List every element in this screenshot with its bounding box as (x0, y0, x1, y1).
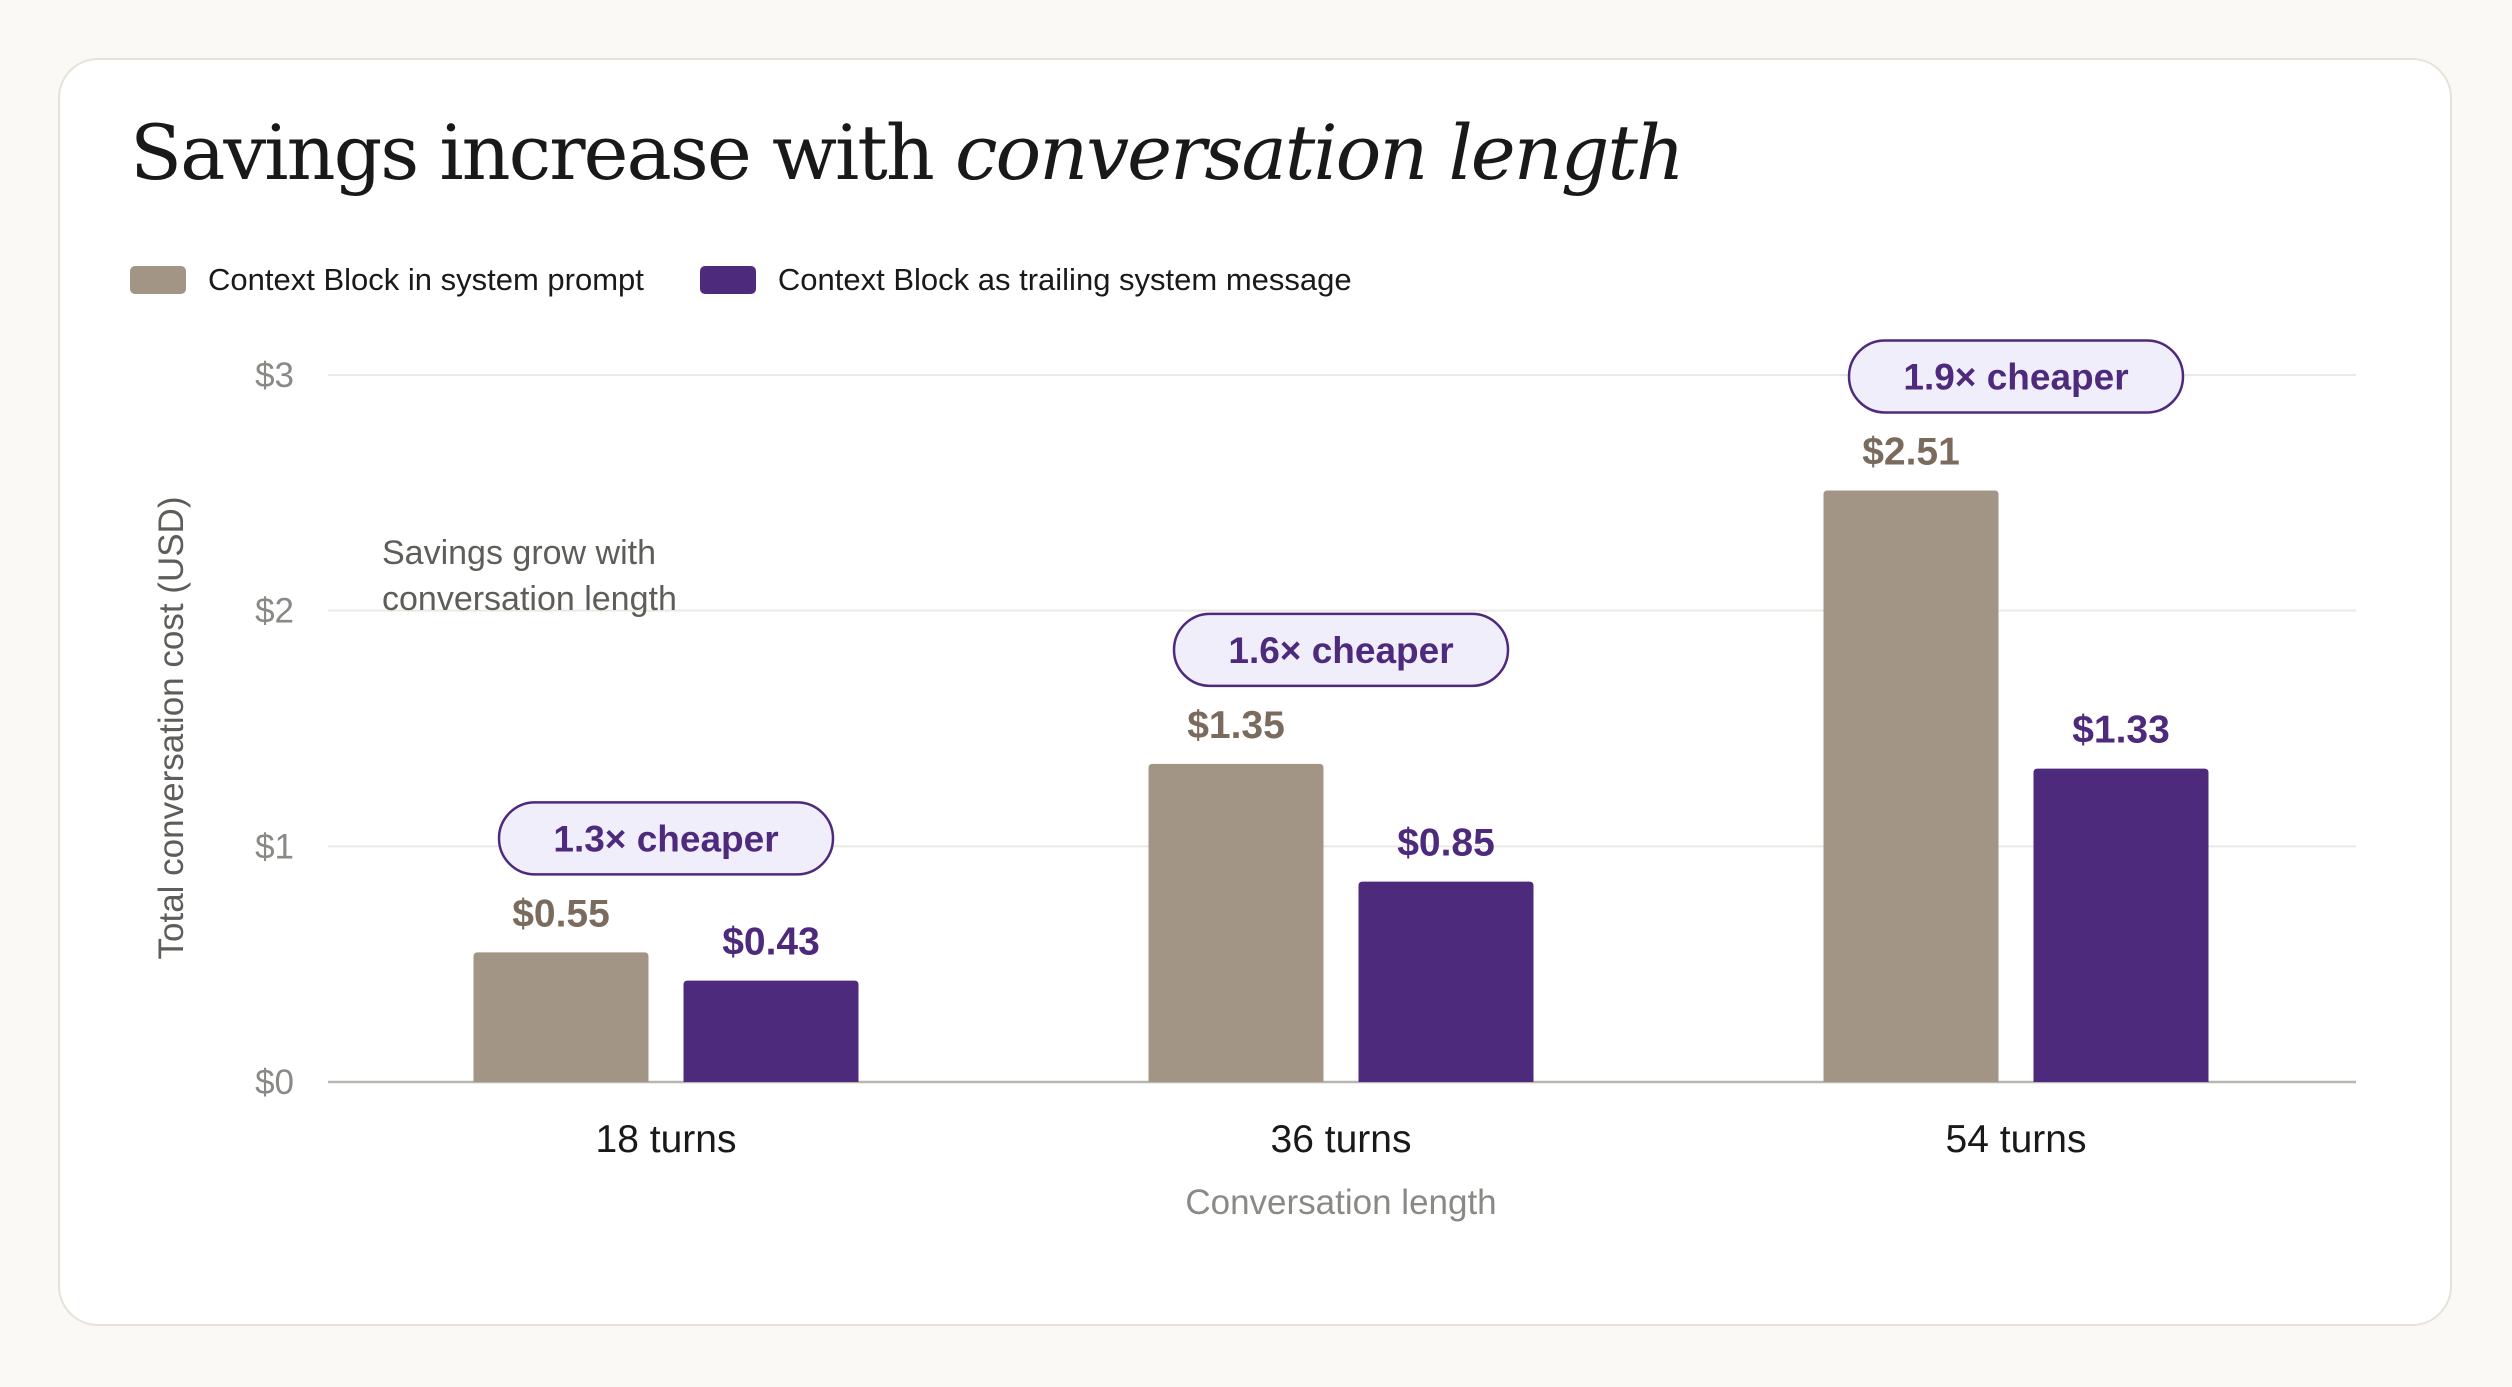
x-tick-label: 18 turns (596, 1118, 737, 1161)
y-axis-title: Total conversation cost (USD) (152, 497, 191, 960)
savings-badge (1847, 339, 2185, 414)
y-tick-label: $3 (255, 356, 294, 395)
savings-badge (1172, 612, 1510, 688)
annotation-line-1: Savings grow with (382, 534, 656, 572)
value-label-system-prompt: $1.35 (1187, 704, 1285, 747)
bar-system-prompt (1148, 763, 1324, 1082)
y-tick-label: $1 (255, 827, 294, 866)
savings-badge-label: 1.3× cheaper (553, 818, 778, 859)
savings-badge-label: 1.9× cheaper (1903, 356, 2128, 397)
bar-system-prompt (473, 952, 649, 1082)
legend-label-system-prompt: Context Block in system prompt (208, 262, 644, 297)
savings-badge-label: 1.6× cheaper (1228, 630, 1453, 671)
bar-trailing-message (2033, 768, 2209, 1082)
value-label-trailing-message: $1.33 (2072, 709, 2170, 752)
chart-card (58, 58, 2452, 1326)
legend-label-trailing-message: Context Block as trailing system message (777, 262, 1352, 297)
value-label-trailing-message: $0.85 (1397, 822, 1495, 865)
annotation-line-2: conversation length (382, 580, 677, 618)
bar-trailing-message (1358, 881, 1534, 1082)
legend-item-system-prompt: Context Block in system prompt (130, 262, 644, 298)
x-tick-label: 54 turns (1946, 1118, 2087, 1161)
legend-item-trailing-message: Context Block as trailing system message (699, 262, 1352, 298)
legend-swatch-trailing-message (699, 266, 756, 294)
legend: Context Block in system prompt Context B… (130, 262, 1408, 298)
chart-title: Savings increase with conversation lengt… (130, 108, 1685, 197)
savings-badge (497, 801, 835, 876)
y-tick-label: $0 (255, 1063, 294, 1102)
value-label-trailing-message: $0.43 (722, 921, 820, 964)
y-tick-label: $2 (255, 592, 294, 631)
value-label-system-prompt: $0.55 (512, 892, 610, 935)
bar-system-prompt (1823, 490, 1999, 1082)
legend-swatch-system-prompt (130, 266, 186, 294)
x-tick-label: 36 turns (1271, 1118, 1412, 1161)
x-axis-title: Conversation length (1185, 1183, 1496, 1222)
title-main: Savings increase with (130, 108, 955, 197)
bar-trailing-message (683, 980, 859, 1082)
value-label-system-prompt: $2.51 (1862, 430, 1960, 473)
title-italic: conversation length (954, 108, 1685, 197)
